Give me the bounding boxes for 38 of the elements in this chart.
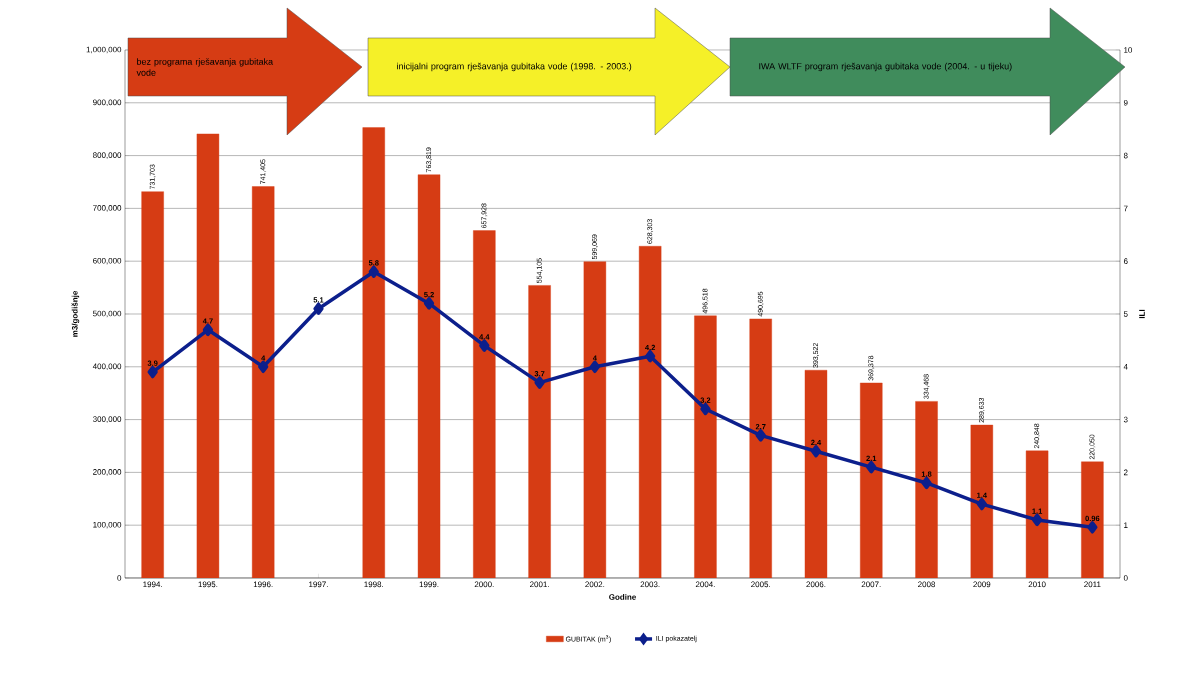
bar (583, 261, 607, 578)
bar (694, 315, 717, 578)
bar (141, 191, 164, 578)
point (645, 349, 656, 363)
annotation: bez programa rješavanja gubitaka vode (136, 58, 274, 76)
annotation: inicijalni program rješavanja gubitaka vode (1998. - 2003.) (397, 62, 632, 72)
point (258, 360, 269, 374)
bar (417, 174, 441, 578)
point (479, 339, 490, 352)
bar (749, 318, 772, 578)
point (866, 460, 877, 474)
point (1087, 521, 1098, 534)
bar (252, 186, 275, 578)
bar (473, 230, 496, 578)
bar (1025, 450, 1049, 578)
point (368, 265, 379, 278)
bar (362, 127, 385, 578)
point (921, 476, 932, 490)
point (313, 302, 324, 315)
bar (638, 246, 662, 578)
point (700, 402, 711, 416)
bar (970, 424, 994, 578)
bar (860, 382, 883, 578)
point (589, 360, 600, 374)
point (976, 497, 987, 511)
bar (804, 370, 828, 578)
bar (1081, 461, 1104, 578)
point (423, 297, 435, 310)
point (1031, 513, 1043, 527)
point (534, 376, 545, 389)
point (755, 429, 766, 442)
point (810, 445, 822, 458)
annotation: IWA WLTF program rješavanja gubitaka vode (2004. - u tijeku) (759, 62, 1012, 72)
point (147, 365, 158, 379)
point (202, 323, 214, 337)
bar (915, 401, 938, 578)
bar (196, 133, 220, 578)
bar (528, 285, 551, 578)
